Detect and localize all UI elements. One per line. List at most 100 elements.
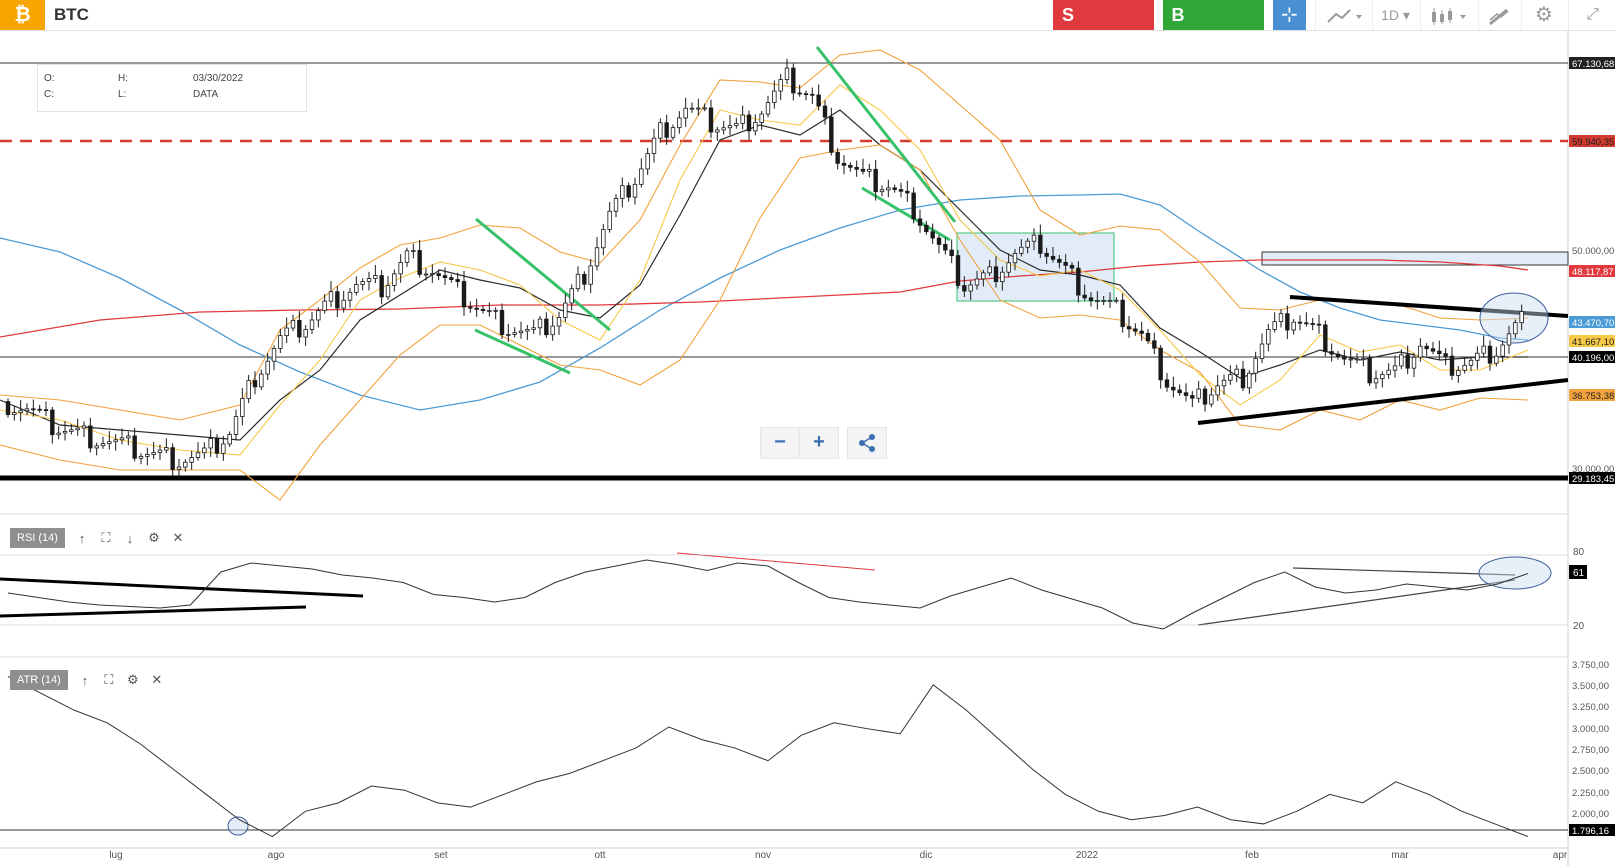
price-tag-bg — [1569, 135, 1615, 147]
main-chart[interactable]: lug ago set ott nov dic 2022 feb mar apr 67.130,68… — [0, 30, 1615, 866]
wedge-upper-line[interactable] — [815, 46, 957, 223]
sell-label: S — [1061, 5, 1074, 25]
candle-body — [873, 168, 878, 193]
candle-body — [1494, 355, 1499, 364]
ema-blue-line — [0, 193, 1529, 411]
candle-body — [905, 190, 910, 194]
candle-body — [1367, 358, 1372, 384]
atr-line — [7, 675, 1529, 838]
drawing-tool-button[interactable] — [1478, 0, 1519, 30]
arrow-down-icon[interactable]: ↓ — [126, 530, 134, 546]
candle-body — [1519, 311, 1524, 324]
candle-body — [1202, 388, 1208, 405]
close-icon[interactable]: ✕ — [172, 530, 184, 545]
rsi-triangle-lower[interactable] — [1197, 579, 1516, 626]
arrow-up-icon[interactable]: ↑ — [78, 530, 86, 546]
consolidation-zone[interactable] — [956, 232, 1115, 302]
atr-label[interactable]: ATR (14) — [10, 670, 68, 690]
zoom-in-button[interactable]: + — [799, 427, 839, 459]
candle-body — [455, 279, 460, 282]
candle-style-button[interactable] — [1420, 0, 1476, 30]
atr-axis-label: 3.500,00 — [1572, 681, 1609, 692]
candle-body — [240, 398, 245, 417]
zoom-out-button[interactable]: − — [760, 427, 800, 459]
gear-icon[interactable]: ⚙ — [148, 530, 160, 545]
candle-body — [949, 249, 954, 257]
candle-body — [1291, 321, 1296, 331]
gear-icon[interactable]: ⚙ — [126, 672, 139, 687]
candle-body — [537, 318, 543, 329]
expand-button[interactable]: ⤢ — [1568, 0, 1615, 30]
x-tick-label: nov — [755, 850, 771, 861]
candle-body — [138, 455, 144, 459]
bitcoin-icon: ₿ — [0, 0, 45, 30]
candle-body — [1177, 389, 1182, 394]
rsi-trend-upper[interactable] — [0, 577, 364, 598]
candle-body — [822, 105, 828, 118]
rsi-divergence-line[interactable] — [676, 552, 876, 571]
candle-body — [69, 429, 74, 432]
buy-label: B — [1171, 5, 1185, 25]
candle-body — [5, 401, 11, 415]
candle-body — [1247, 372, 1252, 389]
flag-lower-line[interactable] — [474, 328, 571, 375]
rsi-label[interactable]: RSI (14) — [10, 528, 65, 548]
candle-body — [81, 425, 87, 429]
maximize-icon[interactable]: ⛶ — [101, 530, 111, 545]
candle-body — [1063, 261, 1068, 266]
candle-body — [784, 67, 790, 80]
maximize-icon[interactable]: ⛶ — [104, 672, 114, 687]
candle-body — [1019, 246, 1024, 254]
candle-body — [119, 437, 125, 441]
candle-body — [550, 325, 555, 336]
candle-body — [1430, 348, 1436, 352]
candle-body — [1190, 395, 1195, 399]
price-axis-label: 43.470,70 — [1572, 318, 1614, 329]
candle-body — [1386, 369, 1391, 375]
sell-button[interactable]: S 43470.70 — [1053, 0, 1154, 55]
crosshair-button[interactable]: ⊹ — [1273, 0, 1306, 30]
candle-body — [1114, 299, 1119, 302]
price-tag-bg — [1569, 472, 1615, 484]
candle-body — [164, 447, 169, 451]
timeframe-select[interactable]: 1D ▾ — [1372, 0, 1418, 30]
candle-body — [981, 272, 986, 280]
wedge-lower-line[interactable] — [861, 186, 951, 242]
resistance-zone[interactable] — [1261, 251, 1569, 266]
candle-body — [974, 278, 980, 286]
candle-body — [544, 318, 549, 336]
share-button[interactable] — [847, 427, 887, 459]
candle-body — [955, 255, 961, 286]
rsi-trend-lower[interactable] — [0, 605, 307, 618]
candle-body — [1513, 322, 1518, 335]
candle-body — [1120, 299, 1125, 328]
close-icon[interactable]: ✕ — [151, 672, 163, 687]
candle-body — [601, 229, 606, 249]
buy-button[interactable]: B 44369.53 — [1163, 0, 1264, 55]
rsi-triangle-upper[interactable] — [1292, 567, 1516, 576]
candle-body — [341, 299, 346, 309]
candle-body — [1462, 364, 1467, 371]
arrow-up-icon[interactable]: ↑ — [81, 672, 89, 688]
x-tick-label: set — [434, 850, 448, 861]
atr-highlight-ellipse[interactable] — [227, 816, 249, 836]
candle-body — [246, 380, 251, 399]
candle-body — [31, 408, 36, 411]
chart-type-button[interactable] — [1315, 0, 1371, 30]
triangle-lower-line[interactable] — [1197, 378, 1569, 425]
flag-upper-line[interactable] — [475, 217, 611, 332]
price-axis-label: 59.940,35 — [1572, 137, 1614, 148]
candle-body — [252, 380, 258, 388]
candle-body — [791, 67, 796, 94]
x-tick-label: 2022 — [1076, 850, 1099, 861]
candle-body — [670, 127, 676, 138]
settings-button[interactable]: ⚙ — [1521, 0, 1566, 30]
highlight-ellipse[interactable] — [1479, 292, 1549, 344]
candle-body — [917, 218, 923, 226]
candle-body — [303, 329, 308, 338]
rsi-header: RSI (14) ↑ ⛶ ↓ ⚙ ✕ — [10, 528, 185, 548]
candle-body — [474, 307, 479, 310]
rsi-highlight-ellipse[interactable] — [1478, 556, 1552, 590]
candle-body — [1107, 299, 1113, 302]
price-tag-bg — [1569, 389, 1615, 401]
